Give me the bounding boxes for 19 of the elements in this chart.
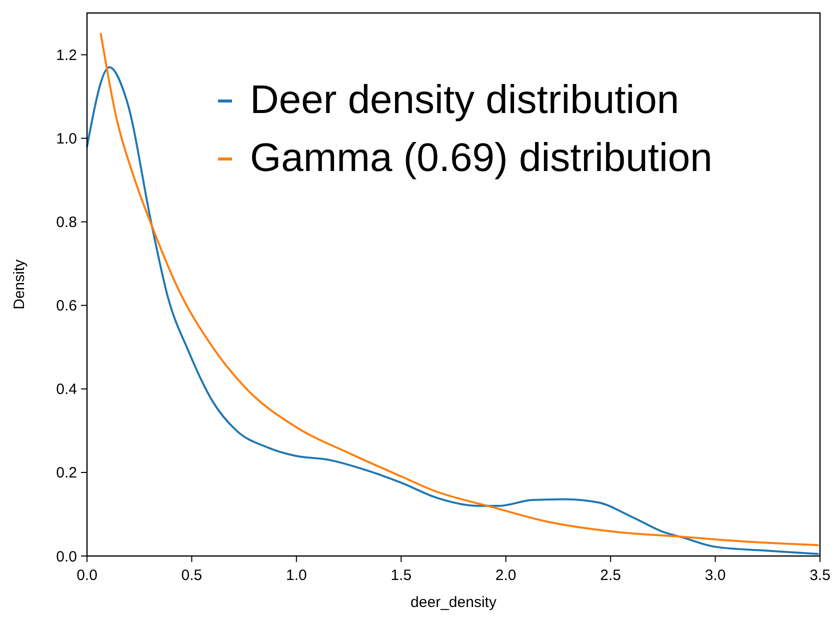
y-tick-label: 1.0 <box>56 130 77 148</box>
legend-label: Gamma (0.69) distribution <box>250 136 712 180</box>
y-tick-label: 0.0 <box>56 548 77 566</box>
x-tick-label: 2.0 <box>495 567 516 584</box>
y-axis-title: Density <box>11 259 28 310</box>
x-tick-label: 1.0 <box>286 567 307 584</box>
x-tick-label: 0.5 <box>181 567 202 584</box>
y-tick-label: 0.4 <box>56 381 77 398</box>
x-axis-title: deer_density <box>410 594 497 611</box>
x-tick-label: 2.5 <box>600 567 621 584</box>
y-tick-label: 0.6 <box>56 298 77 315</box>
y-tick-label: 1.2 <box>56 47 77 64</box>
y-tick-label: 0.8 <box>56 214 77 232</box>
y-tick-label: 0.2 <box>56 464 77 482</box>
x-tick-label: 3.5 <box>810 567 830 584</box>
x-tick-label: 1.5 <box>390 567 412 584</box>
x-tick-label: 0.0 <box>76 567 98 584</box>
legend-label: Deer density distribution <box>250 78 680 122</box>
x-tick-label: 3.0 <box>704 567 726 584</box>
